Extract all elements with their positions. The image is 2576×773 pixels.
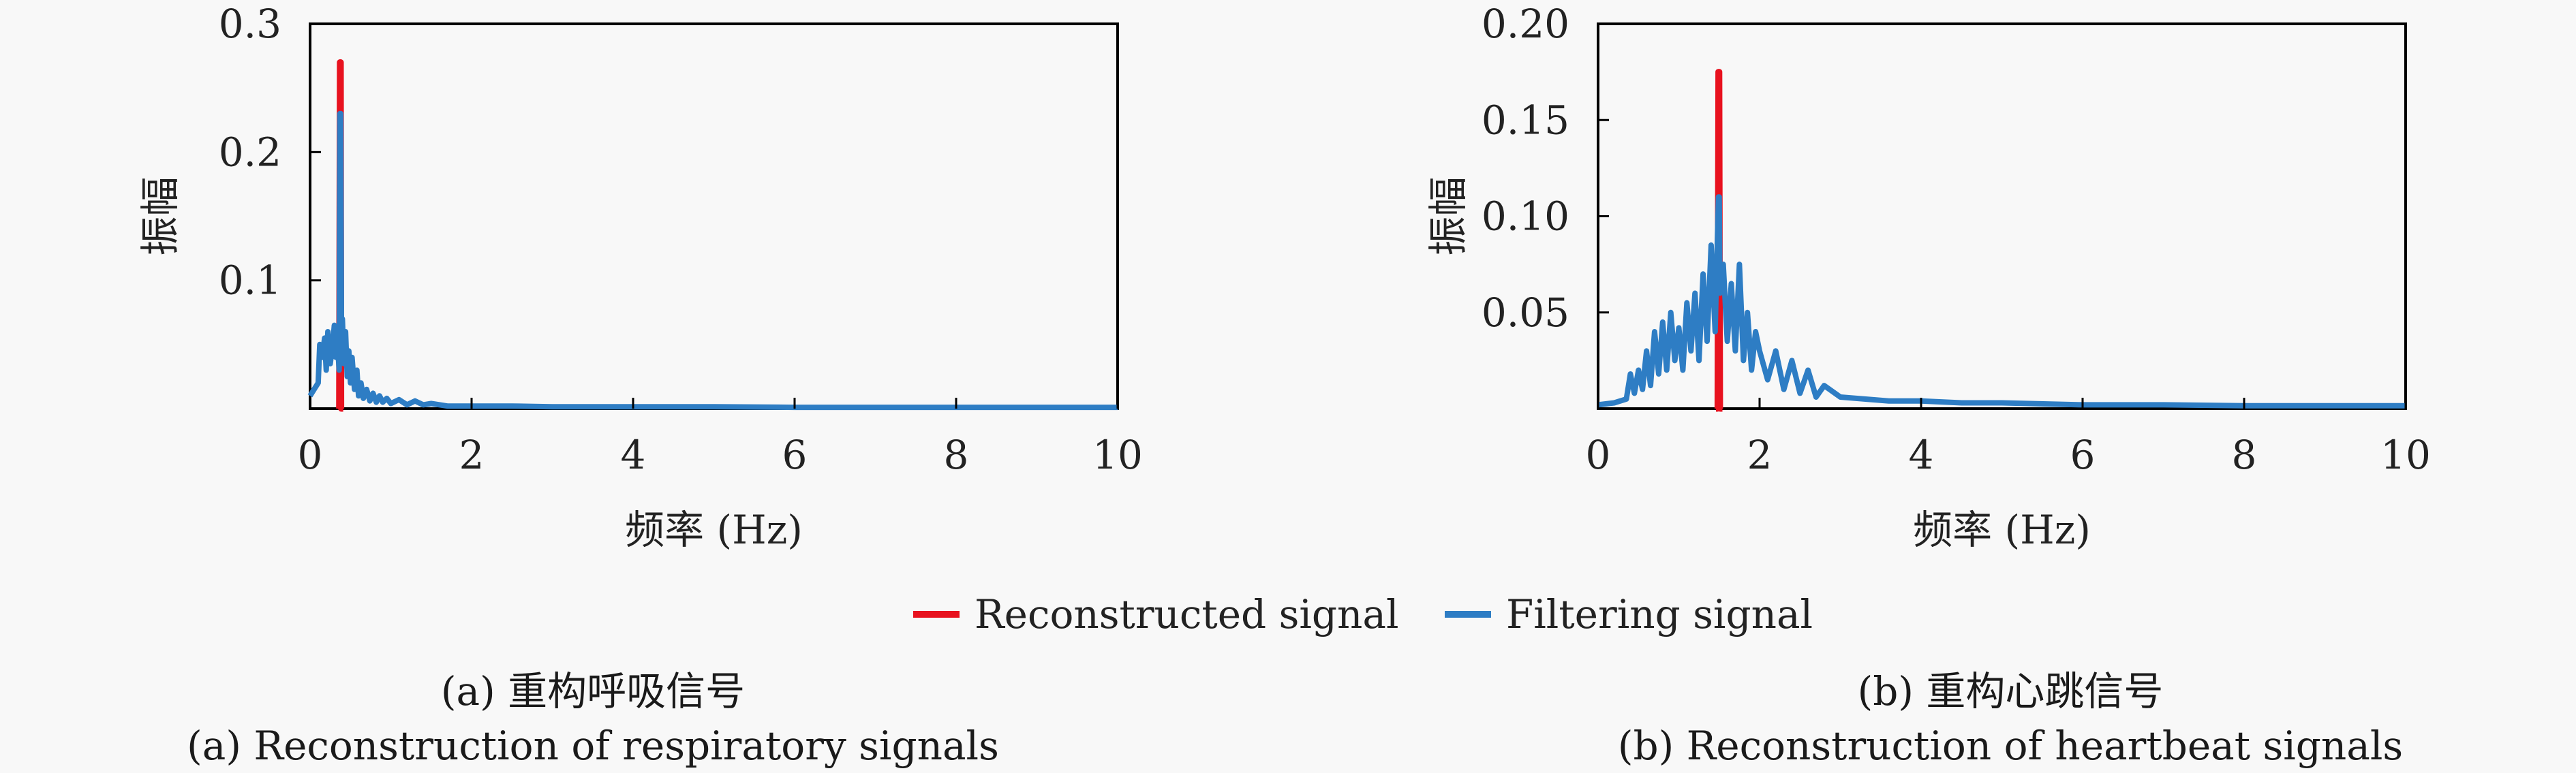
x-tick-label: 6 [2070,432,2096,478]
x-tick-label: 4 [621,432,646,478]
x-axis-label: 频率 (Hz) [625,507,803,553]
y-tick-label: 0.05 [1482,289,1569,336]
legend-label-filtering: Filtering signal [1506,591,1813,637]
x-tick-label: 8 [944,432,969,478]
x-tick-label: 0 [298,432,323,478]
series-layer [307,59,1118,412]
caption-zh-a: (a) 重构呼吸信号 [441,668,745,714]
series-layer [1597,69,2406,412]
y-tick-label: 0.15 [1482,97,1569,143]
y-tick-label: 0.1 [219,257,281,304]
y-tick-label: 0.10 [1482,193,1569,240]
y-axis-ticks: 0.1 0.2 0.3 [219,1,321,304]
y-tick-label: 0.20 [1482,1,1569,47]
caption-en-b: (b) Reconstruction of heartbeat signals [1618,723,2403,769]
x-tick-label: 0 [1586,432,1611,478]
series-line-filtering-signal [1597,194,2406,409]
y-tick-label: 0.2 [219,129,281,175]
x-tick-label: 10 [1092,432,1143,478]
x-tick-label: 10 [2380,432,2431,478]
y-axis-label: 振幅 [1425,176,1471,255]
x-tick-label: 2 [459,432,485,478]
x-tick-label: 2 [1747,432,1773,478]
chart-panel-a: 0 2 4 6 8 10 0.10.20.3 频率 (Hz) 振幅 (a) 重构呼吸信号 … [137,1,1143,769]
plot-frame [309,22,1119,410]
x-tick-label: 6 [782,432,808,478]
series-line-reconstructed-signal [1714,69,1724,412]
chart-panel-b: 0 2 4 6 8 10 0.05 0.10 0.15 0.20 频率 (Hz) 振幅 (b) … [1425,1,2431,769]
y-axis-label: 振幅 [137,176,183,255]
x-tick-label: 4 [1909,432,1934,478]
y-tick-label: 0.3 [219,1,281,47]
series-line-reconstructed-signal [336,59,346,412]
x-tick-label: 8 [2232,432,2257,478]
legend-label-reconstructed: Reconstructed signal [975,591,1399,637]
y-axis-ticks: 0.05 0.10 0.15 0.20 [1482,1,1609,336]
x-axis-ticks: 0 2 4 6 8 10 [298,398,1143,478]
legend: Reconstructed signal Filtering signal [913,591,1813,637]
x-axis-ticks: 0 2 4 6 8 10 [1586,398,2431,478]
caption-zh-b: (b) 重构心跳信号 [1858,668,2164,714]
x-axis-label: 频率 (Hz) [1913,507,2091,553]
caption-en-a: (a) Reconstruction of respiratory signal… [187,723,999,769]
series-line-filtering-signal [307,110,1118,411]
